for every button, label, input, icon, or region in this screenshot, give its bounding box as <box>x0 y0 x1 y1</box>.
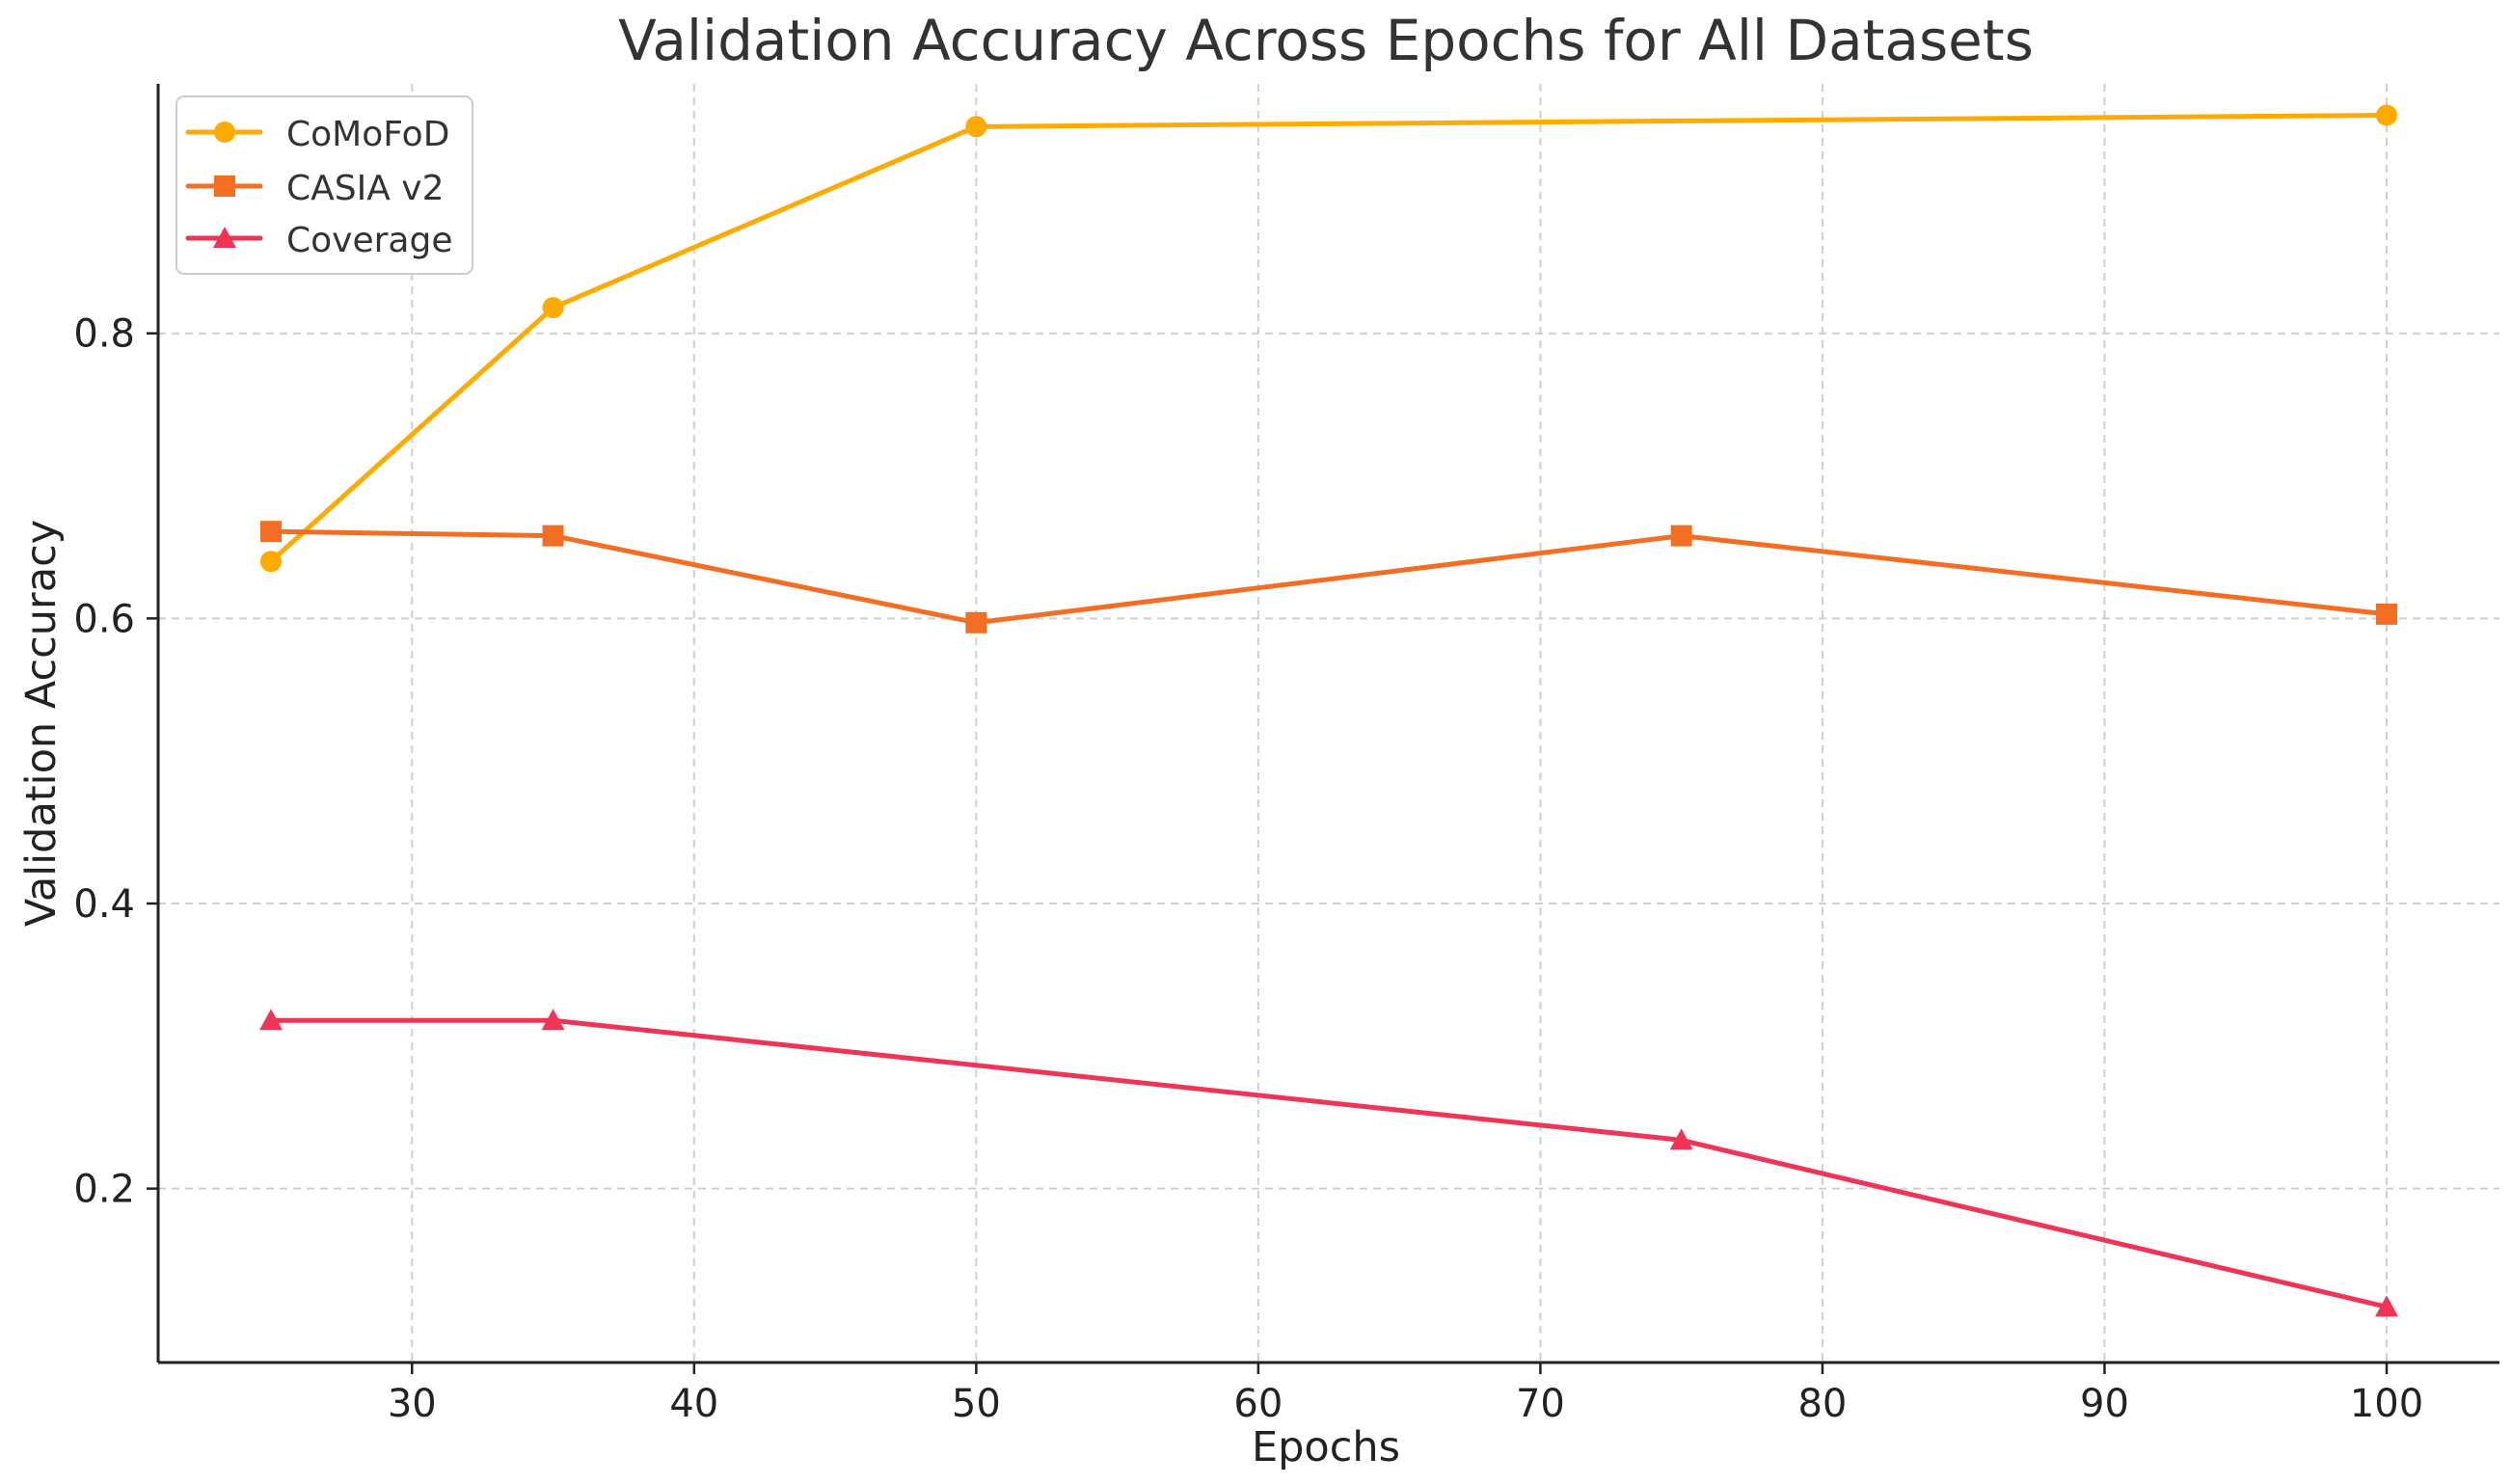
legend-marker-comofod <box>214 121 235 143</box>
data-point-casia-v2-1 <box>542 525 564 547</box>
data-point-casia-v2-0 <box>260 521 283 543</box>
x-tick-label-70: 70 <box>1516 1382 1565 1426</box>
y-tick-label-0-4: 0.4 <box>73 882 135 927</box>
data-point-casia-v2-2 <box>965 611 987 634</box>
data-point-casia-v2-3 <box>1670 525 1692 547</box>
data-point-casia-v2-4 <box>2375 603 2397 625</box>
y-tick-label-0-8: 0.8 <box>73 312 135 357</box>
data-point-coverage-2 <box>1669 1128 1693 1150</box>
legend: CoMoFoD CASIA v2 Coverage <box>176 95 473 275</box>
data-point-coverage-0 <box>259 1009 284 1031</box>
chart-title: Validation Accuracy Across Epochs for Al… <box>618 8 2034 73</box>
series-line-casia-v2 <box>268 528 2390 626</box>
x-tick-label-40: 40 <box>669 1382 718 1426</box>
x-tick-label-60: 60 <box>1233 1382 1283 1426</box>
y-tick-label-0-6: 0.6 <box>73 597 135 641</box>
data-point-comofod-0 <box>260 551 283 573</box>
legend-label-comofod: CoMoFoD <box>286 115 449 154</box>
x-tick-label-80: 80 <box>1797 1382 1847 1426</box>
legend-marker-casia-v2 <box>214 175 235 197</box>
legend-label-casia-v2: CASIA v2 <box>286 169 445 208</box>
x-tick-label-90: 90 <box>2080 1382 2129 1426</box>
data-point-comofod-2 <box>965 116 987 138</box>
x-tick-label-100: 100 <box>2350 1382 2423 1426</box>
y-axis-label: Validation Accuracy <box>17 520 66 927</box>
ticks-layer: 30 40 50 60 70 80 90 100 0.2 0.4 0.6 0.8 <box>73 312 2423 1426</box>
series-layer <box>259 104 2398 1317</box>
data-point-comofod-3 <box>2375 104 2397 126</box>
data-point-comofod-1 <box>542 297 564 319</box>
x-tick-label-30: 30 <box>388 1382 437 1426</box>
legend-box <box>176 95 473 275</box>
data-point-coverage-1 <box>541 1009 565 1031</box>
series-line-comofod <box>268 113 2390 564</box>
legend-item-comofod: CoMoFoD <box>185 115 449 154</box>
legend-item-coverage: Coverage <box>185 221 452 260</box>
axes-layer <box>156 84 2499 1364</box>
data-point-coverage-3 <box>2374 1295 2398 1317</box>
x-axis-label: Epochs <box>1252 1423 1400 1471</box>
series-line-coverage <box>268 1017 2390 1309</box>
legend-label-coverage: Coverage <box>286 221 452 260</box>
legend-marker-coverage <box>213 227 236 248</box>
legend-item-casia-v2: CASIA v2 <box>185 169 445 208</box>
grid-layer <box>158 84 2499 1363</box>
y-tick-label-0-2: 0.2 <box>73 1168 135 1212</box>
x-tick-label-50: 50 <box>952 1382 1001 1426</box>
